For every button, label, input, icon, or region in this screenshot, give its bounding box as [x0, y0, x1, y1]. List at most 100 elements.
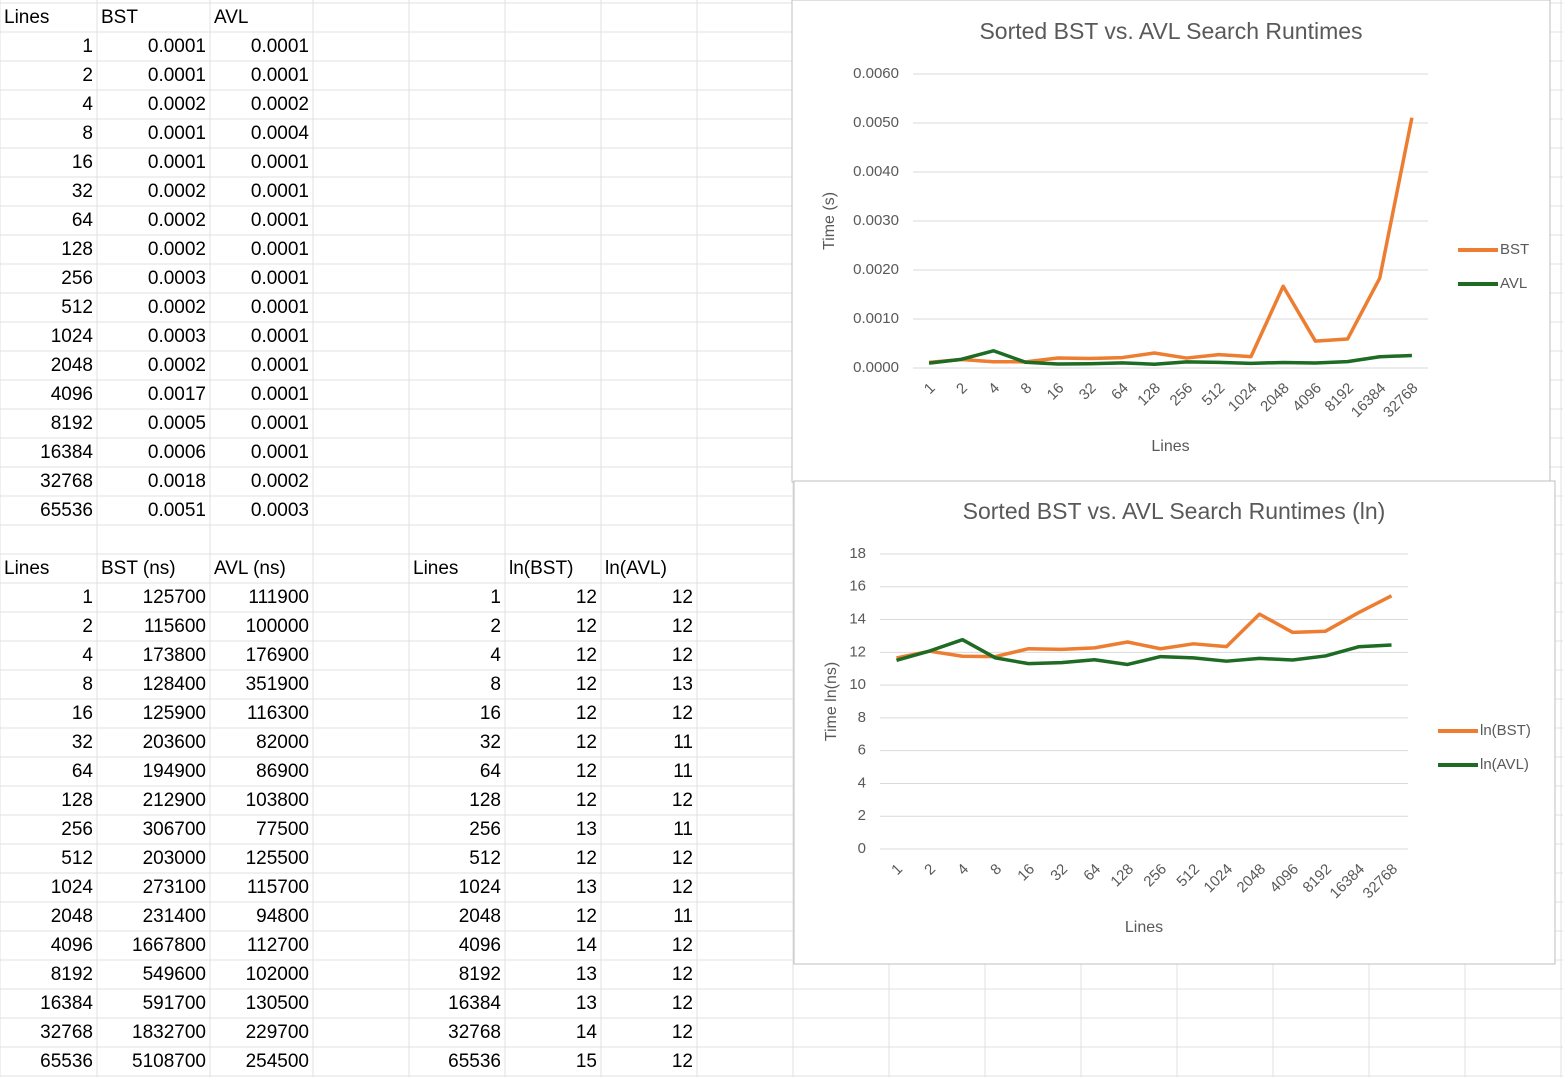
- cell: 16: [72, 703, 93, 724]
- cell: 32: [480, 732, 501, 753]
- cell: 82000: [256, 732, 309, 753]
- cell: 112700: [247, 935, 309, 956]
- series-line: [896, 637, 1392, 667]
- y-tick-label: 10: [849, 676, 866, 693]
- y-tick-label: 0.0050: [853, 114, 899, 131]
- legend-label: ln(AVL): [1480, 756, 1529, 773]
- y-tick-label: 6: [858, 742, 866, 759]
- cell: 2048: [51, 906, 93, 927]
- cell: 2: [82, 616, 93, 637]
- cell: 12: [672, 993, 693, 1014]
- cell: 0.0001: [251, 210, 309, 231]
- cell: 0.0001: [251, 326, 309, 347]
- cell: 1024: [51, 326, 94, 347]
- cell: 0.0001: [251, 268, 309, 289]
- cell: 65536: [40, 500, 93, 521]
- cell: 94800: [256, 906, 309, 927]
- cell: 77500: [256, 819, 309, 840]
- cell: 2: [490, 616, 501, 637]
- header-cell: Lines: [4, 7, 49, 28]
- cell: 1: [82, 36, 93, 57]
- cell: 512: [61, 297, 93, 318]
- cell: 0.0001: [148, 65, 206, 86]
- legend-label: ln(BST): [1480, 722, 1531, 739]
- series-line: [928, 117, 1414, 365]
- cell: 12: [576, 848, 597, 869]
- cell: 0.0003: [148, 326, 206, 347]
- cell: 12: [672, 587, 693, 608]
- cell: 4: [82, 645, 93, 666]
- cell: 254500: [246, 1051, 309, 1072]
- cell: 256: [61, 268, 93, 289]
- cell: 0.0001: [251, 355, 309, 376]
- y-tick-label: 0.0040: [853, 163, 899, 180]
- cell: 0.0001: [148, 152, 206, 173]
- cell: 549600: [143, 964, 206, 985]
- legend-label: BST: [1500, 241, 1529, 258]
- cell: 11: [673, 906, 693, 927]
- cell: 0.0001: [251, 442, 309, 463]
- y-tick-label: 0.0010: [853, 310, 899, 327]
- cell: 15: [576, 1051, 597, 1072]
- cell: 0.0001: [251, 239, 309, 260]
- cell: 591700: [143, 993, 206, 1014]
- cell: 12: [672, 848, 693, 869]
- cell: 65536: [40, 1051, 93, 1072]
- cell: 176900: [246, 645, 309, 666]
- cell: 130500: [246, 993, 309, 1014]
- header-cell: AVL: [214, 7, 249, 28]
- cell: 12: [576, 587, 597, 608]
- cell: 13: [576, 819, 597, 840]
- y-tick-label: 12: [849, 643, 866, 660]
- cell: 32768: [40, 471, 93, 492]
- cell: 2048: [459, 906, 501, 927]
- cell: 231400: [143, 906, 206, 927]
- cell: 2: [82, 65, 93, 86]
- cell: 11: [673, 761, 693, 782]
- y-axis-label: Time (s): [821, 192, 838, 250]
- cell: 1832700: [132, 1022, 206, 1043]
- cell: 8192: [51, 413, 93, 434]
- cell: 0.0001: [251, 384, 309, 405]
- y-tick-label: 0.0000: [853, 359, 899, 376]
- header-cell: ln(BST): [509, 558, 573, 579]
- cell: 16: [72, 152, 93, 173]
- cell: 125500: [246, 848, 309, 869]
- cell: 102000: [246, 964, 309, 985]
- cell: 12: [672, 790, 693, 811]
- cell: 116300: [247, 703, 309, 724]
- cell: 125900: [143, 703, 206, 724]
- cell: 8: [82, 674, 93, 695]
- cell: 0.0002: [251, 471, 309, 492]
- cell: 8: [82, 123, 93, 144]
- header-cell: Lines: [4, 558, 49, 579]
- cell: 8192: [51, 964, 93, 985]
- cell: 12: [672, 1022, 693, 1043]
- y-tick-label: 18: [849, 545, 866, 562]
- cell: 4: [490, 645, 501, 666]
- header-cell: BST: [101, 7, 138, 28]
- y-tick-label: 14: [849, 611, 866, 628]
- cell: 11: [673, 819, 693, 840]
- header-cell: AVL (ns): [214, 558, 286, 579]
- cell: 14: [576, 1022, 598, 1043]
- cell: 12: [576, 790, 597, 811]
- series-line: [928, 349, 1412, 366]
- cell: 212900: [143, 790, 206, 811]
- cell: 2048: [51, 355, 93, 376]
- cell: 306700: [143, 819, 206, 840]
- cell: 103800: [246, 790, 309, 811]
- cell: 0.0002: [148, 94, 206, 115]
- cell: 0.0001: [148, 36, 206, 57]
- cell: 12: [576, 674, 597, 695]
- cell: 8: [490, 674, 501, 695]
- cell: 4096: [51, 384, 93, 405]
- cell: 4: [82, 94, 93, 115]
- cell: 0.0001: [251, 413, 309, 434]
- cell: 128: [469, 790, 501, 811]
- cell: 13: [576, 993, 597, 1014]
- x-axis-label: Lines: [1125, 919, 1163, 936]
- cell: 115700: [247, 877, 309, 898]
- header-cell: ln(AVL): [605, 558, 667, 579]
